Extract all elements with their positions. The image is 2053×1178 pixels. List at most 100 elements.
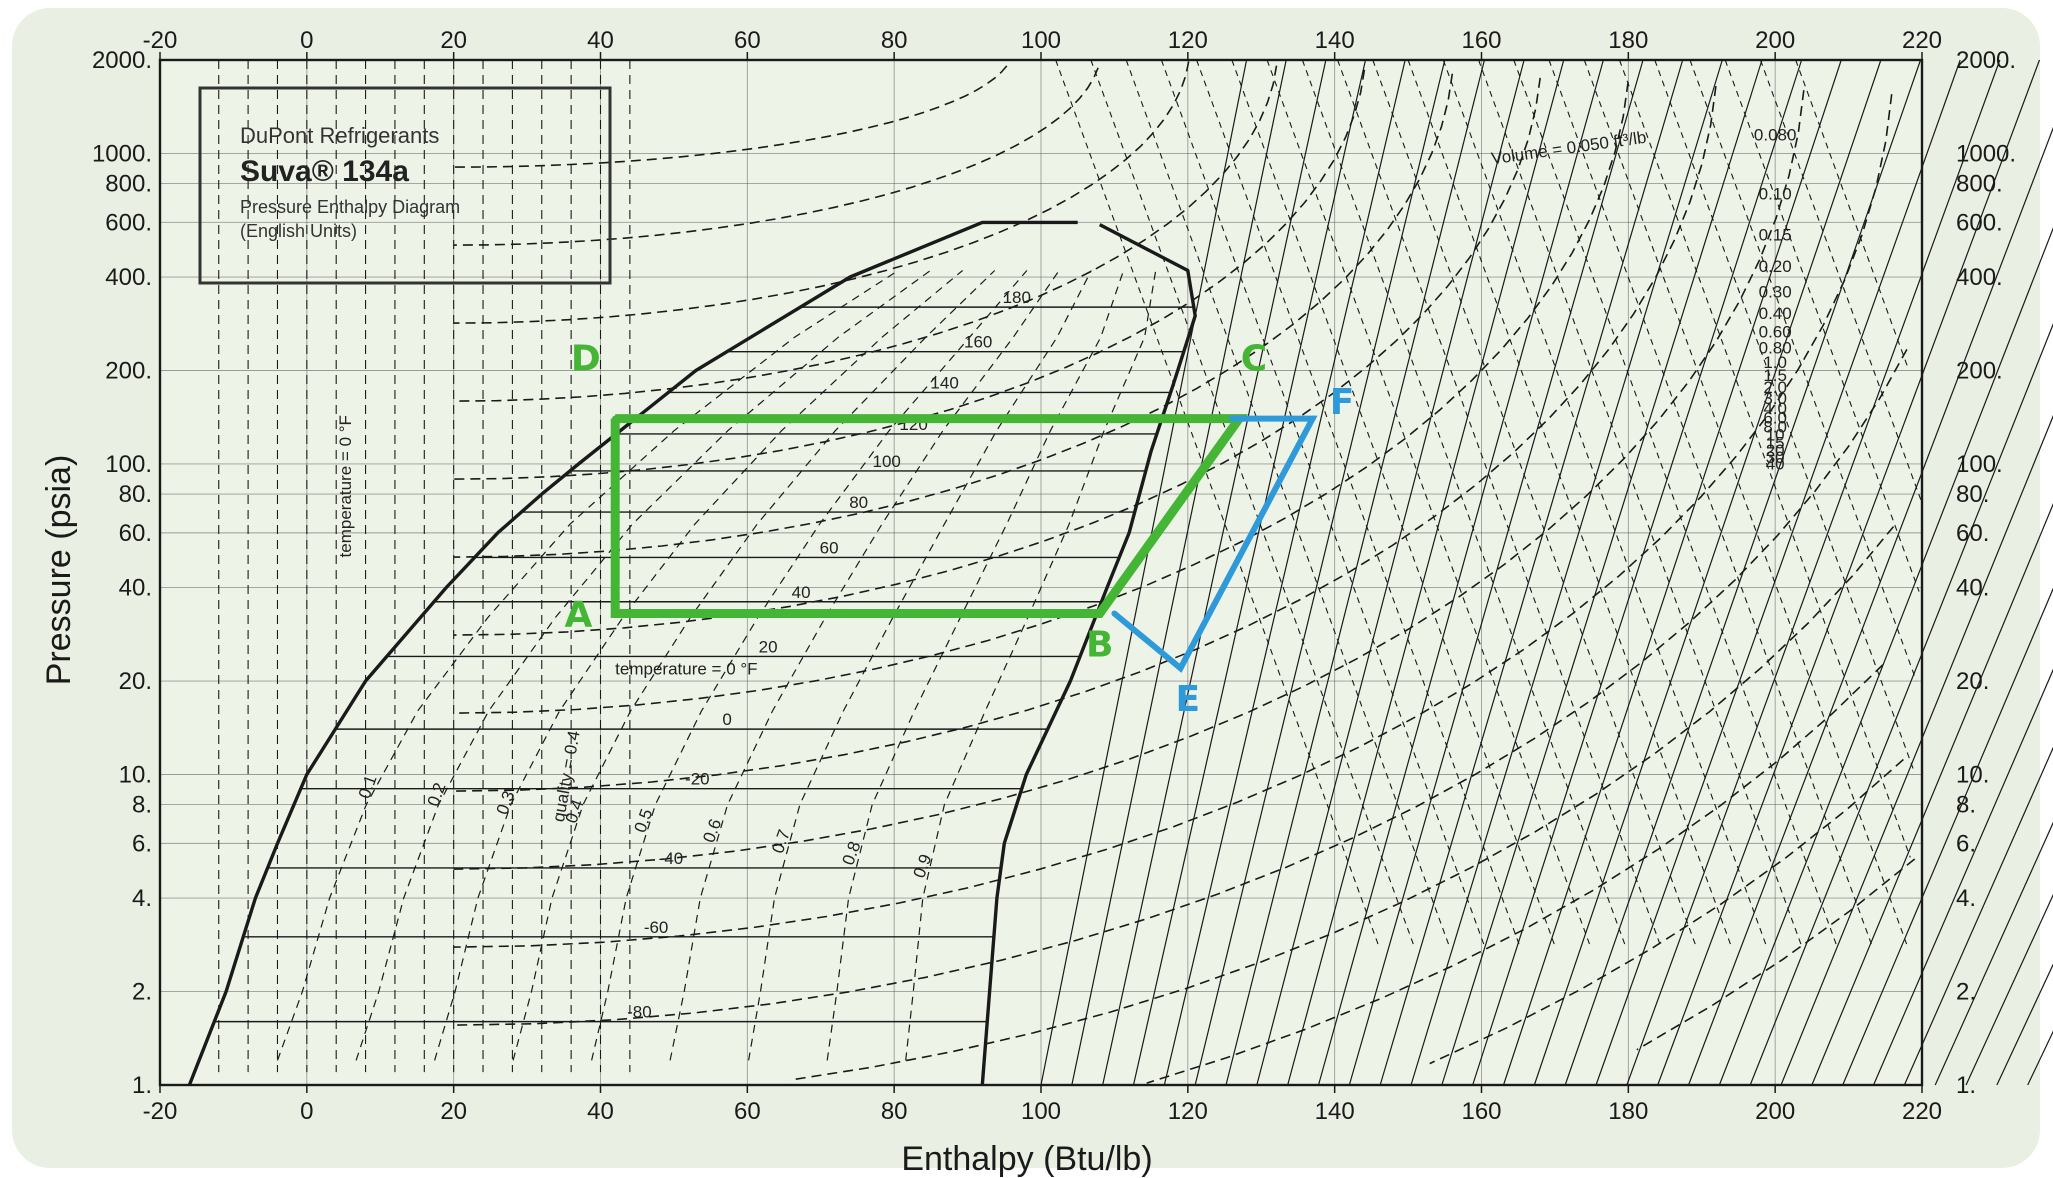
x-tick-label-bottom: -20 xyxy=(143,1098,178,1125)
entropy-line xyxy=(1502,59,1842,1086)
temperature-line-superheat xyxy=(1160,59,1485,947)
volume-label: 1.0 xyxy=(1763,353,1787,372)
cycle-point-label-F: F xyxy=(1330,382,1355,423)
y-axis-title: Pressure (psia) xyxy=(40,455,78,686)
entropy-line xyxy=(2027,1030,2053,1086)
quality-line xyxy=(434,270,963,1061)
y-tick-label-right: 1000. xyxy=(1956,140,2016,167)
volume-label: 0.40 xyxy=(1759,304,1792,323)
isotherm-label: 100 xyxy=(873,452,901,471)
temperature-line-superheat xyxy=(1654,59,1914,769)
x-tick-label-bottom: 0 xyxy=(300,1098,313,1125)
volume-curve xyxy=(453,69,1366,480)
temperature-label: temperature = 0 °F xyxy=(615,659,757,678)
x-tick-label-bottom: 60 xyxy=(734,1098,761,1125)
title-box-line1: DuPont Refrigerants xyxy=(240,123,439,148)
y-tick-label-left: 60. xyxy=(119,520,152,547)
volume-label: 0.15 xyxy=(1759,226,1792,245)
cycle-point-label-C: C xyxy=(1241,339,1267,380)
volume-label: 8.0 xyxy=(1763,417,1787,436)
series-point xyxy=(612,415,619,422)
x-tick-label-bottom: 20 xyxy=(440,1098,467,1125)
volume-label: 0.10 xyxy=(1759,185,1792,204)
entropy-line xyxy=(1472,59,1803,1086)
entropy-line xyxy=(1657,59,2041,1086)
x-tick-label-bottom: 220 xyxy=(1902,1098,1942,1125)
isotherm-label: 160 xyxy=(964,333,992,352)
x-tick-label-top: -20 xyxy=(143,27,178,54)
x-tick-label-top: 140 xyxy=(1315,27,1355,54)
y-tick-label-right: 10. xyxy=(1956,761,1989,788)
quality-line xyxy=(276,269,899,1061)
volume-label: 0.080 xyxy=(1754,126,1797,145)
grid-layer xyxy=(159,59,1923,1086)
y-tick-label-right: 800. xyxy=(1956,171,2003,198)
x-tick-label-bottom: 200 xyxy=(1755,1098,1795,1125)
volume-label: 3.0 xyxy=(1763,389,1787,408)
y-tick-label-right: 4. xyxy=(1956,885,1976,912)
y-tick-label-right: 60. xyxy=(1956,520,1989,547)
volume-label: 0.20 xyxy=(1759,257,1792,276)
y-tick-label-right: 1. xyxy=(1956,1072,1976,1099)
isotherm-label: 20 xyxy=(759,637,778,656)
entropy-line xyxy=(1872,668,2053,1086)
entropy-line xyxy=(1256,59,1525,1086)
temperature-line-superheat xyxy=(1125,59,1450,947)
volume-label: 0.30 xyxy=(1759,282,1792,301)
temperature-line-superheat xyxy=(1055,59,1380,947)
title-box-line2: Suva® 134a xyxy=(240,155,409,188)
x-tick-label-bottom: 40 xyxy=(587,1098,614,1125)
entropy-line xyxy=(1287,59,1565,1086)
isotherm-label: -80 xyxy=(627,1003,652,1022)
quality-line xyxy=(591,270,1028,1061)
y-tick-label-left: 2000. xyxy=(92,47,152,74)
isotherm-label: -20 xyxy=(685,770,710,789)
series-point xyxy=(1111,610,1118,617)
entropy-line xyxy=(1965,893,2053,1086)
entropy-line xyxy=(1934,821,2053,1086)
y-tick-label-left: 600. xyxy=(105,209,152,236)
volume-label: 0.80 xyxy=(1759,339,1792,358)
temperature-line-superheat xyxy=(1548,59,1873,947)
volume-label: 20 xyxy=(1766,441,1785,460)
y-tick-label-right: 200. xyxy=(1956,358,2003,385)
title-box: DuPont Refrigerants Suva® 134a Pressure … xyxy=(198,86,612,285)
saturated-liquid-line xyxy=(187,220,1078,1086)
quality-line xyxy=(669,270,1060,1061)
entropy-line xyxy=(1903,746,2053,1086)
temperature-line-superheat xyxy=(1266,59,1591,947)
y-tick-label-left: 10. xyxy=(119,761,152,788)
isotherm-label: -40 xyxy=(659,849,684,868)
isotherm-label: 140 xyxy=(930,373,958,392)
saturation-dome xyxy=(187,220,1197,1086)
volume-label: 4.0 xyxy=(1763,399,1787,418)
x-tick-label-top: 0 xyxy=(300,27,313,54)
series-point xyxy=(1096,610,1103,617)
temperature-line-superheat xyxy=(1196,59,1521,947)
series-point xyxy=(1177,665,1184,672)
entropy-line xyxy=(1626,59,2001,1086)
entropy-line xyxy=(1564,59,1922,1086)
entropy-line xyxy=(1718,227,2053,1086)
volume-curve xyxy=(453,85,1717,792)
cycle-point-label-B: B xyxy=(1086,624,1113,665)
cycle-series-layer: D C B A F E xyxy=(565,339,1355,721)
x-tick-label-top: 40 xyxy=(587,27,614,54)
y-tick-label-right: 2000. xyxy=(1956,47,2016,74)
temperature-line-superheat xyxy=(1513,59,1838,947)
temperature-line-superheat xyxy=(1478,59,1803,947)
series-point xyxy=(1228,415,1235,422)
y-tick-label-left: 800. xyxy=(105,171,152,198)
x-axis-title: Enthalpy (Btu/lb) xyxy=(901,1140,1152,1178)
temperature-label-vertical: temperature = 0 °F xyxy=(336,415,355,557)
volume-label: 2.0 xyxy=(1763,378,1787,397)
x-tick-label-bottom: 80 xyxy=(881,1098,908,1125)
temperature-line-superheat xyxy=(1090,59,1415,947)
entropy-line xyxy=(1410,59,1723,1086)
temperature-line-superheat xyxy=(1795,59,1910,371)
entropy-line xyxy=(1687,126,2053,1086)
isotherm-label: 40 xyxy=(792,583,811,602)
quality-line xyxy=(826,270,1125,1061)
volume-curve xyxy=(789,526,1895,1081)
x-tick-label-bottom: 140 xyxy=(1315,1098,1355,1125)
